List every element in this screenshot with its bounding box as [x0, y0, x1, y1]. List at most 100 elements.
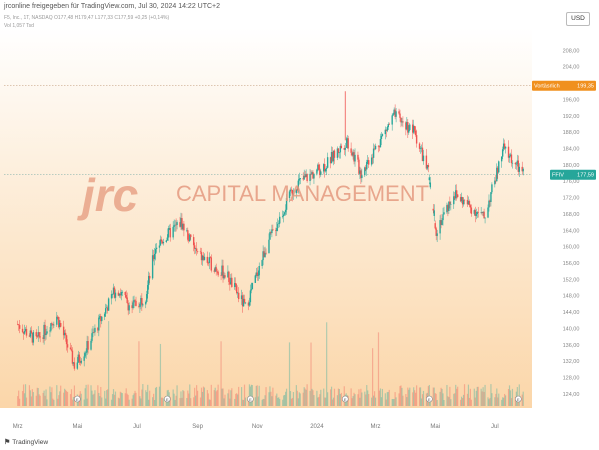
- candle-body: [265, 252, 267, 254]
- volume-bar: [337, 388, 339, 406]
- volume-bar: [35, 395, 37, 406]
- candle-body: [244, 302, 247, 304]
- earnings-marker[interactable]: [341, 395, 349, 403]
- volume-bar: [235, 393, 237, 406]
- volume-bar: [64, 388, 66, 406]
- volume-bar: [200, 387, 203, 406]
- candle-body: [360, 170, 362, 179]
- candle-body: [350, 148, 352, 153]
- price-labels: Vortäsrlich 199,35 FFIV 177,59: [532, 80, 596, 180]
- volume-bar: [195, 395, 197, 406]
- volume-bar: [250, 384, 252, 406]
- candle-body: [406, 122, 408, 130]
- volume-bar: [446, 384, 448, 406]
- candle-body: [336, 148, 339, 158]
- candle-body: [386, 127, 388, 131]
- volume-bar: [311, 388, 313, 406]
- volume-bar: [147, 384, 149, 406]
- volume-bar: [497, 397, 499, 406]
- candle-body: [221, 265, 223, 276]
- volume-bar: [90, 385, 92, 406]
- candle-body: [189, 234, 191, 242]
- y-tick-label: 144,00: [563, 310, 580, 316]
- volume-bar: [179, 398, 181, 406]
- candle-body: [32, 332, 35, 343]
- volume-bar: [254, 397, 256, 406]
- candle-body: [229, 281, 231, 285]
- candle-body: [80, 360, 82, 363]
- candle-body: [480, 212, 482, 213]
- candle-body: [192, 237, 195, 246]
- candle-body: [240, 295, 243, 300]
- candle-body: [42, 337, 44, 339]
- volume-bar: [422, 390, 425, 406]
- earnings-marker-label: E: [76, 397, 79, 402]
- volume-bar: [373, 391, 376, 406]
- volume-bar: [121, 393, 123, 406]
- volume-bar: [428, 384, 430, 406]
- volume-bar: [330, 386, 333, 406]
- volume-bar: [409, 387, 411, 406]
- candle-body: [496, 167, 498, 182]
- candle-body: [271, 229, 273, 234]
- candle-body: [344, 147, 346, 150]
- candle-body: [329, 157, 332, 164]
- volume-bar: [467, 384, 470, 406]
- tradingview-logo[interactable]: ⚑ TradingView: [4, 438, 48, 447]
- volume-bar: [319, 394, 321, 406]
- volume-bar: [265, 387, 267, 406]
- volume-bar: [149, 390, 151, 406]
- y-tick-label: 180,00: [563, 163, 580, 169]
- candle-body: [440, 220, 442, 225]
- volume-bar: [480, 388, 482, 406]
- volume-bar: [406, 397, 408, 406]
- candle-body: [52, 323, 54, 326]
- volume-bar: [521, 394, 523, 406]
- candle-body: [190, 234, 192, 238]
- candle-body: [186, 230, 188, 231]
- watermark-logo: jrc: [77, 169, 138, 221]
- volume-bar: [276, 393, 278, 406]
- volume-bar: [230, 390, 232, 406]
- earnings-marker[interactable]: [163, 395, 171, 403]
- candle-body: [303, 175, 305, 180]
- candle-body: [357, 154, 359, 160]
- y-tick-label: 152,00: [563, 277, 580, 283]
- candle-body: [385, 129, 388, 131]
- candle-body: [323, 164, 325, 172]
- volume-bar: [31, 389, 33, 406]
- volume-bar: [271, 396, 273, 406]
- earnings-marker[interactable]: [247, 395, 254, 403]
- volume-bar: [176, 385, 178, 406]
- candle-body: [30, 330, 33, 333]
- volume-bar: [434, 393, 436, 406]
- currency-badge[interactable]: USD: [566, 12, 590, 26]
- earnings-marker[interactable]: [74, 395, 81, 403]
- candle-body: [65, 335, 68, 345]
- y-tick-label: 184,00: [563, 146, 580, 152]
- candle-body: [401, 121, 403, 123]
- volume-bar: [318, 396, 320, 406]
- candle-body: [285, 197, 288, 210]
- volume-bar: [401, 387, 403, 406]
- candle-body: [459, 197, 462, 202]
- volume-bar: [106, 390, 108, 406]
- volume-bar: [50, 392, 52, 406]
- candle-body: [85, 352, 87, 354]
- candle-body: [236, 292, 239, 294]
- volume-bar: [112, 389, 115, 406]
- volume-bar: [86, 398, 88, 406]
- volume-bar: [19, 398, 21, 406]
- earnings-marker[interactable]: [515, 395, 522, 403]
- candle-body: [333, 150, 336, 158]
- candle-body: [368, 160, 370, 165]
- volume-bar: [473, 388, 475, 406]
- volume-bar: [522, 391, 524, 406]
- earnings-marker[interactable]: [426, 395, 433, 403]
- volume-bar: [162, 398, 164, 406]
- volume-bar: [133, 393, 135, 406]
- volume-legend: Vol 1,057 Tsd: [4, 23, 34, 29]
- candle-body: [94, 327, 96, 333]
- volume-bar: [299, 393, 301, 406]
